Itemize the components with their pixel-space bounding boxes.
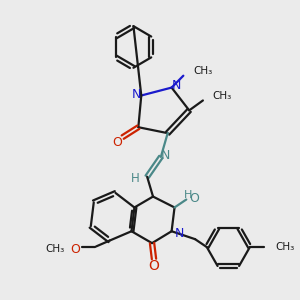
Text: O: O <box>112 136 122 148</box>
Text: H: H <box>184 190 192 200</box>
Text: N: N <box>175 227 184 240</box>
Text: N: N <box>161 149 170 162</box>
Text: CH₃: CH₃ <box>45 244 65 254</box>
Text: O: O <box>70 243 80 256</box>
Text: O: O <box>189 192 199 205</box>
Text: CH₃: CH₃ <box>213 91 232 100</box>
Text: O: O <box>148 259 159 273</box>
Text: CH₃: CH₃ <box>275 242 295 252</box>
Text: N: N <box>132 88 141 101</box>
Text: H: H <box>131 172 140 185</box>
Text: N: N <box>172 79 181 92</box>
Text: CH₃: CH₃ <box>193 66 212 76</box>
